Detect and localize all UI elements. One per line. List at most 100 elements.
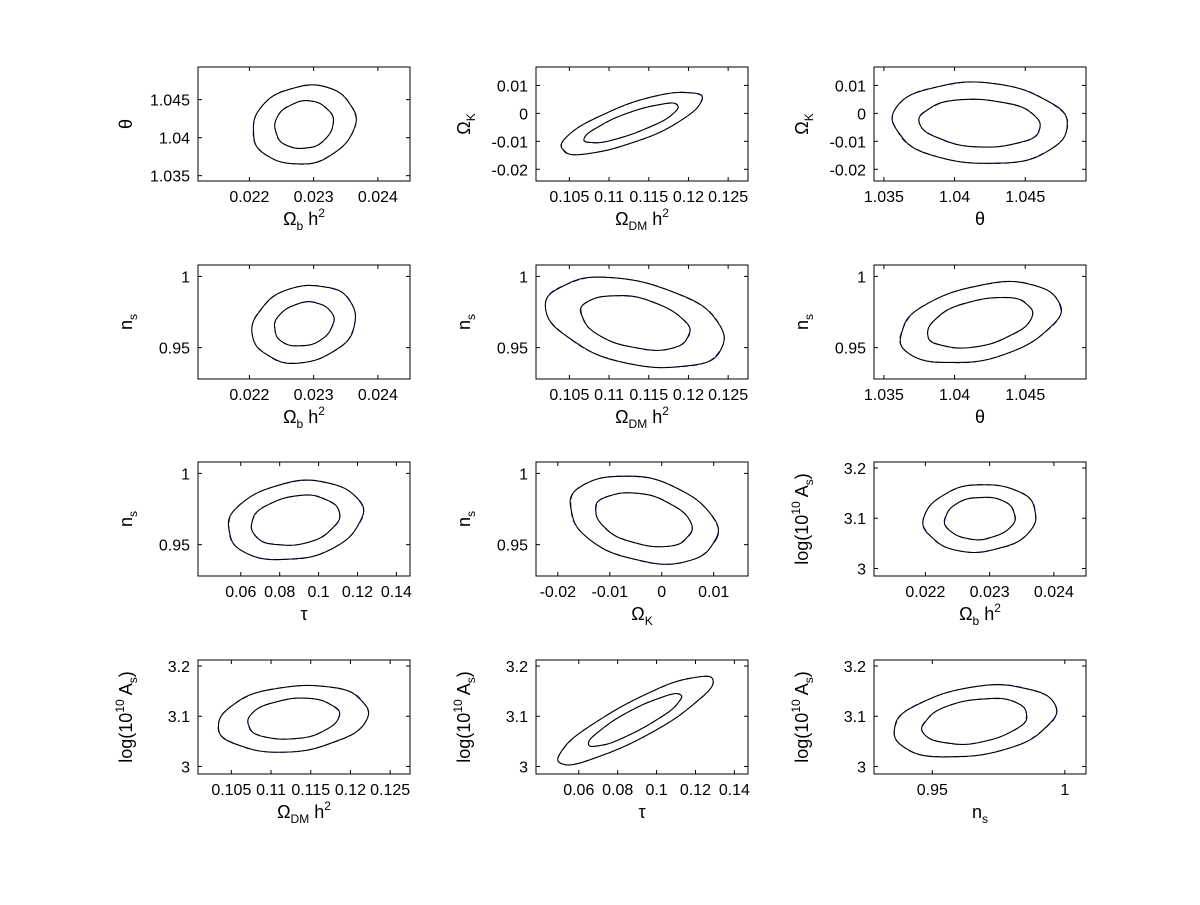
axes-box: [873, 66, 1087, 182]
axes-box: [197, 659, 411, 775]
panel-2: 0.105 0.11 0.115 0.12 0.125 0.01 0 -0.01 -0.02 ΩD…: [454, 66, 749, 233]
y-tick-label: 3: [857, 759, 866, 776]
x-tick-label: 0.14: [719, 782, 750, 799]
x-tick-label: 0.95: [917, 782, 948, 799]
y-tick-label: 1: [181, 269, 190, 286]
x-tick-label: 0.08: [264, 584, 295, 601]
y-axis-label: ns: [116, 511, 140, 527]
y-tick-label: 0.95: [159, 341, 190, 358]
x-tick-label: 0.06: [563, 782, 594, 799]
contour-outer-solid: [557, 675, 714, 766]
y-tick-label: 0: [519, 106, 528, 123]
y-axis-label: log(1010 As): [789, 473, 816, 564]
contour-inner-solid: [274, 100, 335, 150]
y-tick-label: -0.02: [492, 162, 529, 179]
x-tick-label: 0.08: [602, 782, 633, 799]
x-axis-label: τ: [638, 802, 645, 822]
x-tick-label: 0.115: [629, 189, 668, 206]
x-tick-label: 0.125: [708, 189, 748, 206]
y-tick-label: -0.01: [492, 134, 529, 151]
x-tick-label: 0.024: [1034, 584, 1074, 601]
axes-box: [873, 659, 1087, 775]
y-tick-label: 1: [857, 269, 866, 286]
y-tick-label: 0.01: [497, 78, 528, 95]
x-tick-label: 0.024: [358, 189, 398, 206]
x-tick-label: -0.02: [540, 584, 577, 601]
contour-inner-solid: [921, 697, 1028, 745]
x-tick-label: 0: [657, 584, 666, 601]
y-axis-label: log(1010 As): [789, 671, 816, 762]
axes-box: [535, 659, 749, 775]
y-axis-label: log(1010 As): [451, 671, 478, 762]
y-tick-label: 3.1: [844, 709, 866, 726]
y-axis-label: ns: [792, 314, 816, 330]
y-tick-label: 0.95: [835, 341, 866, 358]
y-axis-label: log(1010 As): [113, 671, 140, 762]
y-tick-label: 3.1: [506, 709, 528, 726]
axes-box: [197, 461, 411, 577]
y-axis-label: θ: [116, 119, 136, 129]
panel-8: -0.02 -0.01 0 0.01 1 0.95 ΩK ns: [454, 461, 749, 628]
x-tick-label: 0.125: [708, 387, 748, 404]
x-axis-label: θ: [975, 209, 985, 229]
axes-box: [535, 461, 749, 577]
x-axis-label: ΩK: [631, 604, 652, 628]
y-tick-label: 0.95: [497, 341, 528, 358]
y-tick-label: 3.2: [506, 659, 528, 676]
y-tick-label: 1.035: [150, 169, 190, 186]
x-tick-label: 0.12: [335, 782, 366, 799]
panel-4: 0.022 0.023 0.024 1 0.95 Ωb h2 ns: [116, 264, 411, 431]
contour-inner-solid: [250, 494, 341, 546]
axes-box: [197, 264, 411, 380]
panel-12: 0.95 1 3.2 3.1 3 ns log(1010 As): [789, 659, 1087, 826]
contour-inner-solid: [927, 296, 1034, 349]
contour-inner-solid: [595, 492, 693, 548]
contour-outer-solid: [899, 280, 1062, 364]
y-axis-label: ns: [454, 511, 478, 527]
x-tick-label: 0.06: [225, 584, 256, 601]
x-tick-label: 0.023: [970, 584, 1010, 601]
x-axis-label: Ωb h2: [283, 404, 325, 431]
contour-inner-solid: [943, 496, 1016, 541]
x-tick-label: 0.11: [594, 387, 624, 404]
y-axis-label: ns: [454, 314, 478, 330]
x-tick-label: 0.105: [549, 387, 589, 404]
y-tick-label: 3: [181, 759, 190, 776]
x-axis-label: ΩDM h2: [277, 799, 331, 826]
contour-outer-solid: [217, 684, 370, 753]
x-tick-label: 0.023: [294, 189, 334, 206]
x-tick-label: 1: [1060, 782, 1069, 799]
x-axis-label: ΩDM h2: [615, 404, 669, 431]
y-tick-label: 3.2: [168, 659, 190, 676]
y-tick-label: -0.01: [830, 134, 867, 151]
x-tick-label: 0.11: [594, 189, 624, 206]
x-tick-label: 0.105: [549, 189, 589, 206]
x-tick-label: 0.12: [673, 189, 704, 206]
x-tick-label: 1.04: [939, 387, 970, 404]
axes-box: [535, 66, 749, 182]
x-tick-label: 0.14: [381, 584, 412, 601]
x-axis-label: ΩDM h2: [615, 206, 669, 233]
contour-inner-solid: [587, 693, 683, 748]
contour-outer-solid: [252, 84, 357, 165]
contour-outer-solid: [893, 684, 1058, 758]
contour-inner-solid: [583, 102, 679, 144]
y-tick-label: 3.2: [844, 461, 866, 478]
x-tick-label: 0.022: [905, 584, 945, 601]
x-tick-label: 0.01: [698, 584, 729, 601]
x-tick-label: 0.022: [229, 387, 269, 404]
x-tick-label: 1.04: [939, 189, 970, 206]
x-tick-label: 1.045: [1005, 189, 1045, 206]
panel-5: 0.105 0.11 0.115 0.12 0.125 1 0.95 ΩDM h2 ns: [454, 264, 749, 431]
x-tick-label: 0.023: [294, 387, 334, 404]
panel-6: 1.035 1.04 1.045 1 0.95 θ ns: [792, 264, 1087, 427]
x-tick-label: -0.01: [592, 584, 629, 601]
y-tick-label: 1.04: [159, 131, 190, 148]
y-tick-label: 1: [181, 466, 190, 483]
panel-1: 0.022 0.023 0.024 1.035 1.04 1.045 Ωb h2 θ: [116, 66, 411, 233]
panel-3: 1.035 1.04 1.045 0.01 0 -0.01 -0.02 θ ΩK: [792, 66, 1087, 229]
x-axis-label: Ωb h2: [959, 601, 1001, 628]
x-tick-label: 0.022: [229, 189, 269, 206]
